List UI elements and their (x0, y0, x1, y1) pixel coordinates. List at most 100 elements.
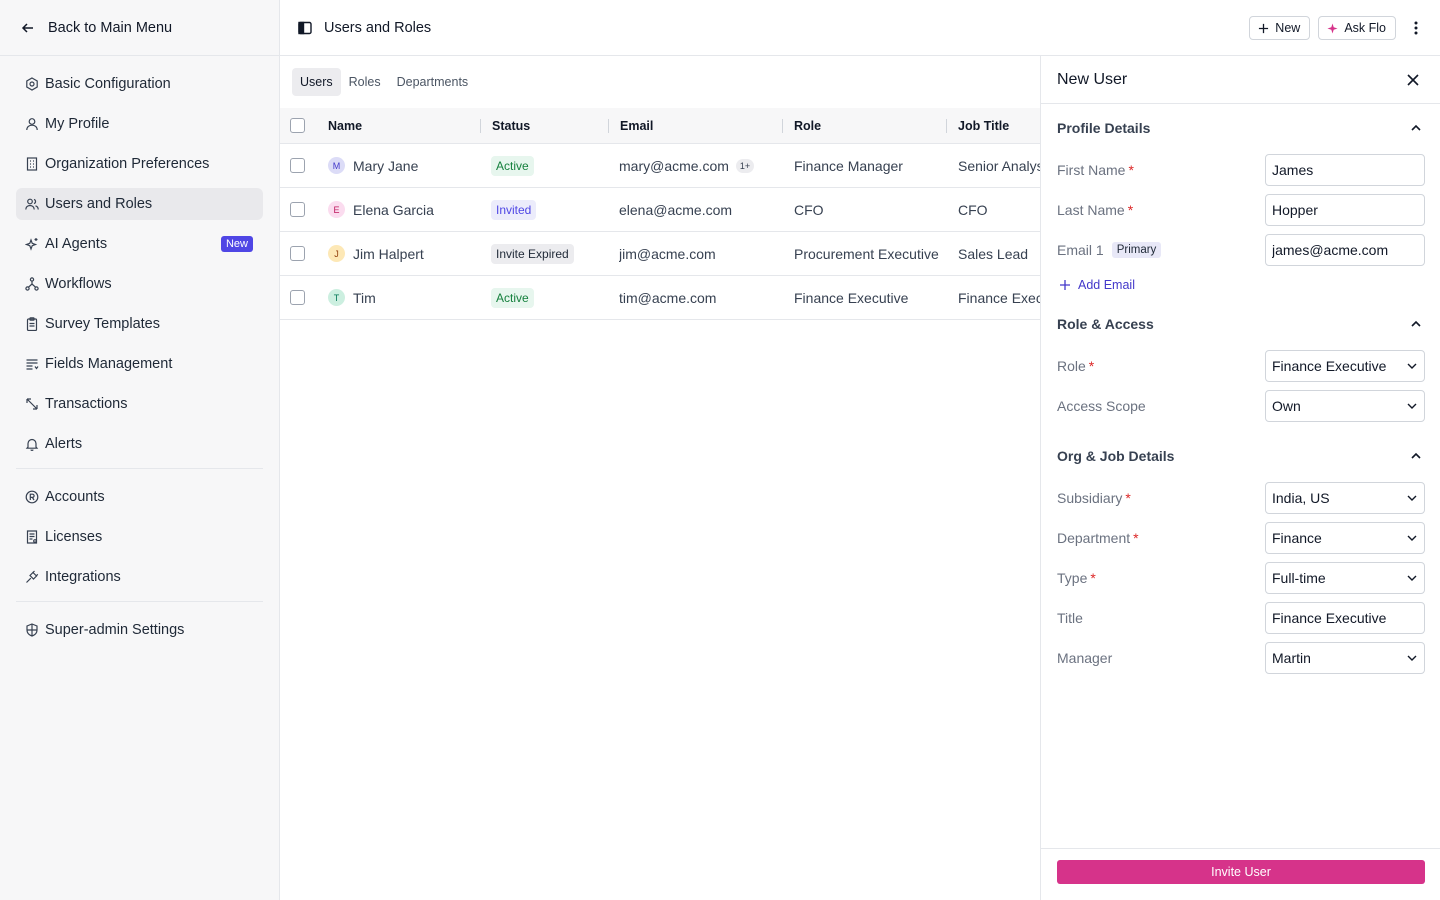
access-scope-row: Access Scope Own (1041, 386, 1440, 426)
settings-icon (26, 77, 38, 91)
tab-departments[interactable]: Departments (396, 75, 469, 89)
user-role: Finance Manager (794, 157, 903, 174)
row-checkbox[interactable] (290, 158, 305, 173)
invite-user-button[interactable]: Invite User (1057, 860, 1425, 884)
sidebar-item-accounts[interactable]: Accounts (16, 481, 263, 513)
sidebar-item-label: Super-admin Settings (45, 622, 185, 638)
sidebar-item-transactions[interactable]: Transactions (16, 388, 263, 420)
ask-flo-button[interactable]: Ask Flo (1318, 16, 1396, 40)
status-badge: Active (491, 155, 534, 176)
first-name-label: First Name * (1057, 162, 1134, 178)
sidebar-item-organization-preferences[interactable]: Organization Preferences (16, 148, 263, 180)
table-row[interactable]: E Elena Garcia Invited elena@acme.com CFO CFO (280, 188, 1040, 232)
table-row[interactable]: J Jim Halpert Invite Expired jim@acme.com Pr… (280, 232, 1040, 276)
column-header-status[interactable]: Status (492, 118, 531, 133)
sidebar-toggle-icon[interactable] (298, 21, 312, 35)
sidebar-item-ai-agents[interactable]: AI Agents New (16, 228, 263, 260)
header-actions: New Ask Flo (1249, 16, 1424, 40)
row-checkbox[interactable] (290, 246, 305, 261)
back-label: Back to Main Menu (48, 19, 173, 36)
new-button[interactable]: New (1249, 16, 1311, 40)
section-role-access[interactable]: Role & Access (1041, 302, 1440, 346)
close-icon[interactable] (1406, 73, 1420, 87)
sidebar-item-users-and-roles[interactable]: Users and Roles (16, 188, 263, 220)
manager-row: Manager Martin (1041, 638, 1440, 678)
status-badge: Active (491, 287, 534, 308)
sidebar-item-label: Users and Roles (45, 196, 153, 212)
column-header-email[interactable]: Email (620, 118, 654, 133)
arrow-left-icon (21, 22, 33, 33)
type-select[interactable]: Full-time (1265, 562, 1425, 594)
column-separator[interactable] (608, 119, 609, 133)
sidebar-item-super-admin-settings[interactable]: Super-admin Settings (16, 614, 263, 646)
user-email: elena@acme.com (619, 201, 733, 218)
column-header-job-title[interactable]: Job Title (958, 118, 1010, 133)
first-name-input[interactable] (1265, 154, 1425, 186)
new-user-panel: New User Profile Details First Name* Las… (1040, 56, 1440, 900)
section-org-job-details[interactable]: Org & Job Details (1041, 434, 1440, 478)
back-to-main-menu-button[interactable]: Back to Main Menu (0, 0, 279, 56)
sparkle-icon (1327, 22, 1338, 34)
sidebar-item-basic-configuration[interactable]: Basic Configuration (16, 68, 263, 100)
column-separator[interactable] (782, 119, 783, 133)
avatar: M (328, 157, 345, 174)
table-row[interactable]: T Tim Active tim@acme.com Finance Executive F… (280, 276, 1040, 320)
user-name[interactable]: Mary Jane (353, 157, 419, 174)
required-mark: * (1090, 570, 1096, 586)
sidebar-item-alerts[interactable]: Alerts (16, 428, 263, 460)
add-email-button[interactable]: Add Email (1041, 270, 1440, 300)
row-checkbox[interactable] (290, 202, 305, 217)
avatar: E (328, 201, 345, 218)
status-badge: Invited (491, 199, 537, 220)
last-name-input[interactable] (1265, 194, 1425, 226)
email-label: Email 1 Primary (1057, 242, 1162, 258)
column-header-name[interactable]: Name (328, 118, 363, 133)
access-scope-select[interactable]: Own (1265, 390, 1425, 422)
subsidiary-select[interactable]: India, US (1265, 482, 1425, 514)
transactions-icon (26, 398, 38, 410)
sidebar-item-workflows[interactable]: Workflows (16, 268, 263, 300)
status-badge: Invite Expired (491, 243, 574, 264)
sidebar-item-my-profile[interactable]: My Profile (16, 108, 263, 140)
title-input[interactable] (1265, 602, 1425, 634)
tab-users[interactable]: Users (292, 68, 341, 96)
primary-tag: Primary (1111, 242, 1162, 258)
bell-icon (25, 438, 39, 451)
new-button-label: New (1275, 21, 1301, 35)
chevron-down-icon (1407, 575, 1417, 581)
sidebar-item-survey-templates[interactable]: Survey Templates (16, 308, 263, 340)
department-select[interactable]: Finance (1265, 522, 1425, 554)
row-checkbox[interactable] (290, 290, 305, 305)
manager-select[interactable]: Martin (1265, 642, 1425, 674)
select-all-checkbox[interactable] (290, 118, 305, 133)
more-options-icon[interactable] (1408, 16, 1424, 40)
role-select[interactable]: Finance Executive (1265, 350, 1425, 382)
sidebar-item-licenses[interactable]: Licenses (16, 521, 263, 553)
last-name-label: Last Name * (1057, 202, 1134, 218)
chevron-down-icon (1407, 535, 1417, 541)
user-name[interactable]: Jim Halpert (353, 245, 424, 262)
sidebar-item-integrations[interactable]: Integrations (16, 561, 263, 593)
more-emails-badge[interactable]: 1+ (735, 158, 755, 173)
required-mark: * (1088, 358, 1095, 374)
chevron-up-icon (1411, 320, 1421, 327)
tab-bar: Users Roles Departments (280, 56, 1040, 108)
sidebar-divider (16, 468, 263, 469)
column-header-role[interactable]: Role (794, 118, 822, 133)
user-name[interactable]: Tim (353, 289, 376, 306)
panel-title: New User (1057, 70, 1128, 88)
column-separator[interactable] (946, 119, 947, 133)
user-name[interactable]: Elena Garcia (353, 201, 434, 218)
ask-flo-label: Ask Flo (1344, 21, 1386, 35)
tab-roles[interactable]: Roles (348, 75, 381, 89)
last-name-row: Last Name * (1041, 190, 1440, 230)
table-row[interactable]: M Mary Jane Active mary@acme.com 1+ Finance M… (280, 144, 1040, 188)
sidebar-item-label: Accounts (45, 489, 105, 505)
plus-icon (1259, 23, 1269, 33)
user-email: tim@acme.com (619, 289, 717, 306)
email-input[interactable] (1265, 234, 1425, 266)
column-separator[interactable] (480, 119, 481, 133)
section-profile-details[interactable]: Profile Details (1041, 106, 1440, 150)
chevron-down-icon (1407, 363, 1417, 369)
sidebar-item-fields-management[interactable]: Fields Management (16, 348, 263, 380)
